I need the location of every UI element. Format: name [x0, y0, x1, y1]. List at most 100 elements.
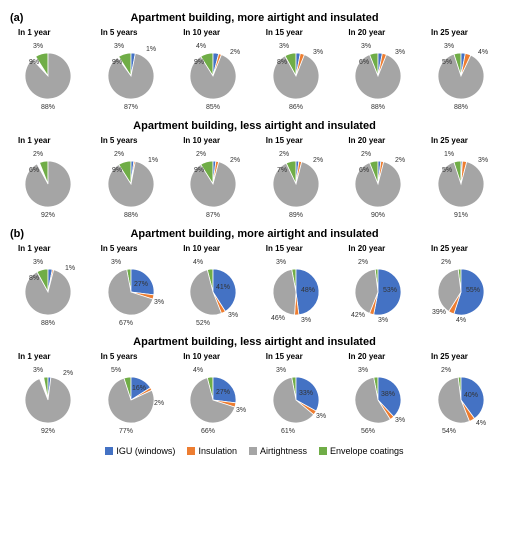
chart-title: In 25 year	[421, 28, 501, 37]
svg-text:1%: 1%	[444, 151, 454, 158]
svg-text:3%: 3%	[316, 413, 326, 420]
chart-title: In 5 years	[91, 28, 171, 37]
pie-chart: In 15 year 3%33%3%61%	[256, 352, 336, 440]
svg-text:2%: 2%	[279, 151, 289, 158]
svg-text:3%: 3%	[279, 43, 289, 50]
svg-text:41%: 41%	[216, 284, 230, 291]
svg-text:2%: 2%	[196, 151, 206, 158]
legend-item-igu: IGU (windows)	[105, 446, 175, 456]
svg-text:3%: 3%	[33, 259, 43, 266]
chart-title: In 10 year	[173, 136, 253, 145]
svg-text:3%: 3%	[33, 367, 43, 374]
pie-chart: In 10 year 4%27%3%66%	[173, 352, 253, 440]
svg-text:9%: 9%	[29, 59, 39, 66]
svg-text:7%: 7%	[277, 167, 287, 174]
chart-title: In 25 year	[421, 352, 501, 361]
svg-text:3%: 3%	[114, 43, 124, 50]
svg-text:2%: 2%	[361, 151, 371, 158]
svg-text:8%: 8%	[277, 59, 287, 66]
pie-chart: In 1 year 3%9%88%	[8, 28, 88, 116]
svg-text:33%: 33%	[299, 390, 313, 397]
svg-text:92%: 92%	[41, 428, 55, 435]
svg-text:27%: 27%	[216, 389, 230, 396]
svg-text:3%: 3%	[358, 367, 368, 374]
svg-text:4%: 4%	[456, 317, 466, 324]
svg-text:6%: 6%	[359, 167, 369, 174]
svg-text:5%: 5%	[442, 167, 452, 174]
chart-title: In 25 year	[421, 244, 501, 253]
svg-text:86%: 86%	[289, 104, 303, 111]
svg-text:3%: 3%	[378, 317, 388, 324]
svg-text:9%: 9%	[194, 167, 204, 174]
svg-text:2%: 2%	[441, 367, 451, 374]
pie-chart: In 20 year 2%2%6%90%	[338, 136, 418, 224]
svg-text:77%: 77%	[119, 428, 133, 435]
section-title: Apartment building, more airtight and in…	[8, 12, 501, 24]
svg-text:4%: 4%	[193, 259, 203, 266]
svg-text:2%: 2%	[114, 151, 124, 158]
figure-root: (a)Apartment building, more airtight and…	[8, 12, 501, 456]
svg-text:40%: 40%	[464, 392, 478, 399]
svg-text:2%: 2%	[313, 157, 323, 164]
pie-chart: In 25 year 3%4%5%88%	[421, 28, 501, 116]
legend-item-insulation: Insulation	[187, 446, 237, 456]
legend-item-envelope: Envelope coatings	[319, 446, 404, 456]
chart-title: In 10 year	[173, 28, 253, 37]
svg-text:3%: 3%	[154, 299, 164, 306]
chart-title: In 15 year	[256, 28, 336, 37]
svg-text:52%: 52%	[196, 320, 210, 327]
pie-chart: In 5 years 2%1%9%88%	[91, 136, 171, 224]
svg-text:5%: 5%	[442, 59, 452, 66]
svg-text:90%: 90%	[371, 212, 385, 219]
pie-chart: In 10 year 4%41%3%52%	[173, 244, 253, 332]
svg-text:4%: 4%	[196, 43, 206, 50]
svg-text:3%: 3%	[33, 43, 43, 50]
svg-text:1%: 1%	[65, 265, 75, 272]
svg-text:3%: 3%	[276, 367, 286, 374]
chart-title: In 5 years	[91, 244, 171, 253]
svg-text:2%: 2%	[441, 259, 451, 266]
chart-title: In 10 year	[173, 244, 253, 253]
svg-text:85%: 85%	[206, 104, 220, 111]
svg-text:3%: 3%	[395, 49, 405, 56]
chart-title: In 20 year	[338, 244, 418, 253]
svg-text:9%: 9%	[112, 59, 122, 66]
svg-text:2%: 2%	[33, 151, 43, 158]
svg-text:2%: 2%	[63, 370, 73, 377]
svg-text:54%: 54%	[442, 428, 456, 435]
panel-label: (a)	[10, 12, 23, 24]
pie-chart: In 25 year 1%3%5%91%	[421, 136, 501, 224]
svg-text:3%: 3%	[395, 417, 405, 424]
chart-title: In 10 year	[173, 352, 253, 361]
svg-text:9%: 9%	[112, 167, 122, 174]
svg-text:6%: 6%	[359, 59, 369, 66]
pie-chart: In 15 year 3%48%3%46%	[256, 244, 336, 332]
svg-text:46%: 46%	[271, 315, 285, 322]
svg-text:48%: 48%	[301, 287, 315, 294]
pie-chart: In 25 year 2%40%4%54%	[421, 352, 501, 440]
svg-text:3%: 3%	[361, 43, 371, 50]
svg-text:87%: 87%	[206, 212, 220, 219]
svg-text:88%: 88%	[371, 104, 385, 111]
svg-text:16%: 16%	[132, 385, 146, 392]
pie-chart: In 20 year 3%3%6%88%	[338, 28, 418, 116]
svg-text:38%: 38%	[381, 391, 395, 398]
pie-chart: In 1 year 2%6%92%	[8, 136, 88, 224]
chart-title: In 20 year	[338, 352, 418, 361]
svg-text:2%: 2%	[358, 259, 368, 266]
svg-text:88%: 88%	[454, 104, 468, 111]
section-title: Apartment building, less airtight and in…	[8, 120, 501, 132]
svg-text:87%: 87%	[124, 104, 138, 111]
svg-text:3%: 3%	[236, 407, 246, 414]
svg-text:89%: 89%	[289, 212, 303, 219]
svg-text:3%: 3%	[444, 43, 454, 50]
svg-text:3%: 3%	[313, 49, 323, 56]
pie-chart: In 10 year 4%2%9%85%	[173, 28, 253, 116]
chart-title: In 15 year	[256, 244, 336, 253]
svg-text:3%: 3%	[111, 259, 121, 266]
svg-text:53%: 53%	[383, 287, 397, 294]
chart-title: In 1 year	[8, 352, 88, 361]
chart-title: In 5 years	[91, 136, 171, 145]
svg-text:88%: 88%	[41, 320, 55, 327]
panel-label: (b)	[10, 228, 24, 240]
